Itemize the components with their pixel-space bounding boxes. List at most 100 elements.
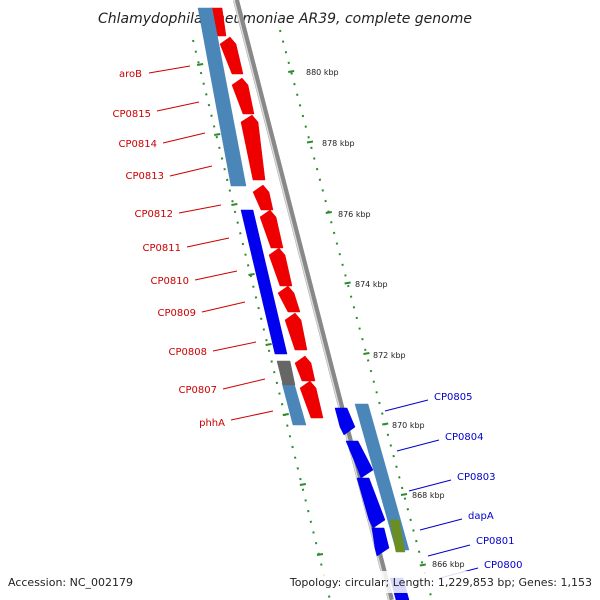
ruler: 880 kbp 878 kbp 876 kbp 874 kbp 872 kbp … xyxy=(192,29,465,600)
label-group: CP0811 xyxy=(143,237,230,254)
callout-line xyxy=(408,479,452,492)
tick-mark xyxy=(419,563,426,567)
tick-label-878: 878 kbp xyxy=(322,139,355,148)
gene-label[interactable]: phhA xyxy=(199,418,225,429)
label-group: CP0813 xyxy=(126,165,213,182)
tick-mark xyxy=(400,493,408,496)
label-group: dapA xyxy=(419,511,494,531)
gene-label[interactable]: CP0810 xyxy=(151,276,189,287)
gene-arrow[interactable] xyxy=(294,355,316,382)
gene-bar[interactable] xyxy=(240,209,288,355)
tick-mark xyxy=(325,211,332,214)
gene-label[interactable]: CP0815 xyxy=(113,109,151,120)
gene-arrow[interactable] xyxy=(240,114,266,181)
gene-label[interactable]: CP0808 xyxy=(169,347,207,358)
gene-label[interactable]: CP0812 xyxy=(135,209,173,220)
tick-mark xyxy=(265,343,272,346)
gene-arrow[interactable] xyxy=(371,527,390,557)
tick-mark xyxy=(344,281,351,285)
callout-line xyxy=(384,399,429,412)
gene-label[interactable]: CP0807 xyxy=(179,385,217,396)
tick-mark xyxy=(248,273,255,276)
gene-arrow[interactable] xyxy=(356,477,386,529)
backbone-highlight xyxy=(233,0,390,600)
tick-label-874: 874 kbp xyxy=(355,280,388,289)
tick-mark xyxy=(282,413,289,416)
gene-label[interactable]: CP0805 xyxy=(434,392,472,403)
tick-mark xyxy=(288,70,295,73)
tick-label-868: 868 kbp xyxy=(412,491,445,500)
label-group: CP0803 xyxy=(408,472,495,492)
gene-arrow[interactable] xyxy=(299,380,324,419)
label-group: CP0810 xyxy=(151,270,238,287)
tick-label-866: 866 kbp xyxy=(432,560,465,569)
gene-label[interactable]: CP0811 xyxy=(143,243,181,254)
gene-label[interactable]: dapA xyxy=(468,511,494,522)
accession-text: Accession: NC_002179 xyxy=(8,576,133,589)
tick-mark xyxy=(231,203,238,206)
gene-label[interactable]: aroB xyxy=(119,69,142,80)
gene-arrow[interactable] xyxy=(231,77,255,115)
gene-arrow[interactable] xyxy=(334,407,356,436)
inner-dotted-track xyxy=(192,39,331,600)
label-group: CP0807 xyxy=(179,378,266,396)
gene-arrow[interactable] xyxy=(277,285,301,313)
callout-line xyxy=(212,341,257,352)
gene-label[interactable]: CP0814 xyxy=(119,139,157,150)
gene-arrow[interactable] xyxy=(268,247,293,287)
tick-mark xyxy=(316,553,324,556)
rna-feature[interactable] xyxy=(389,519,406,553)
gene-label[interactable]: CP0804 xyxy=(445,432,483,443)
callout-line xyxy=(427,544,471,557)
callout-line xyxy=(162,132,206,144)
callout-line xyxy=(194,270,238,281)
gene-arrow[interactable] xyxy=(252,184,274,211)
label-group: CP0805 xyxy=(384,392,472,412)
label-group: CP0804 xyxy=(396,432,483,452)
gene-label[interactable]: CP0800 xyxy=(484,560,522,571)
footer-backdrop xyxy=(0,571,600,593)
callout-line xyxy=(178,204,222,214)
gene-features xyxy=(197,7,410,600)
gene-label[interactable]: CP0803 xyxy=(457,472,495,483)
tick-mark xyxy=(306,140,314,144)
label-group: CP0815 xyxy=(113,101,200,120)
tick-label-870: 870 kbp xyxy=(392,421,425,430)
label-group: CP0809 xyxy=(158,301,246,319)
genome-title: Chlamydophila pneumoniae AR39, complete … xyxy=(98,11,472,27)
tick-mark xyxy=(196,63,204,66)
label-group: CP0814 xyxy=(119,132,206,150)
left-labels: aroB CP0815 CP0814 CP0813 CP0812 CP0811 … xyxy=(113,65,274,429)
cds-bar[interactable] xyxy=(354,403,410,551)
gene-arrow[interactable] xyxy=(259,209,284,249)
callout-line xyxy=(222,378,266,390)
misc-feature[interactable] xyxy=(276,360,296,386)
outer-dotted-track xyxy=(279,29,433,600)
callout-line xyxy=(396,439,440,452)
tick-mark xyxy=(363,352,370,355)
gene-label[interactable]: CP0813 xyxy=(126,171,164,182)
tick-label-880: 880 kbp xyxy=(306,68,339,77)
callout-line xyxy=(156,101,200,112)
tick-mark xyxy=(214,133,221,136)
callout-line xyxy=(148,65,191,74)
gene-arrow[interactable] xyxy=(284,312,308,351)
label-group: CP0812 xyxy=(135,204,222,220)
genome-summary-text: Topology: circular; Length: 1,229,853 bp… xyxy=(289,576,592,589)
callout-line xyxy=(230,410,274,421)
callout-line xyxy=(169,165,213,177)
gene-arrow[interactable] xyxy=(219,36,244,75)
label-group: CP0801 xyxy=(427,536,514,557)
label-group: phhA xyxy=(199,410,274,429)
gene-arrow[interactable] xyxy=(345,440,374,479)
tick-label-872: 872 kbp xyxy=(373,351,406,360)
callout-line xyxy=(419,518,463,531)
callout-line xyxy=(201,301,246,313)
tick-mark xyxy=(382,422,389,426)
callout-line xyxy=(186,237,230,248)
gene-label[interactable]: CP0809 xyxy=(158,308,196,319)
cds-bar[interactable] xyxy=(197,7,247,187)
gene-label[interactable]: CP0801 xyxy=(476,536,514,547)
label-group: aroB xyxy=(119,65,191,80)
